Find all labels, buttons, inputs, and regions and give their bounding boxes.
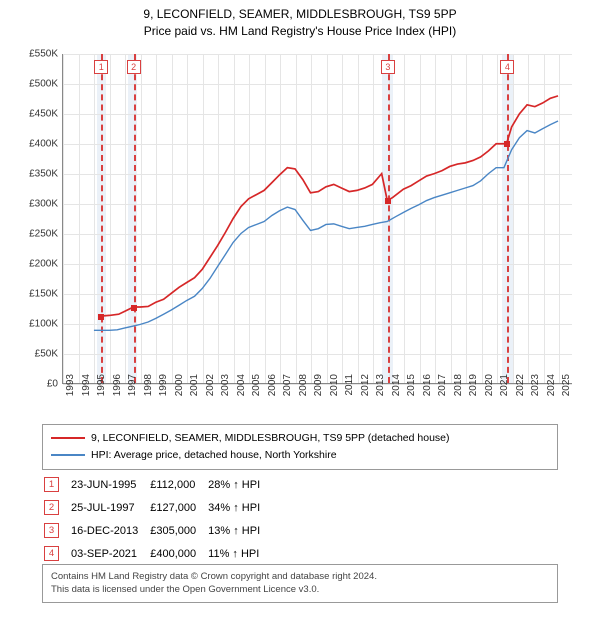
y-tick-label: £350K	[14, 169, 58, 180]
transaction-index: 1	[44, 477, 59, 492]
title-block: 9, LECONFIELD, SEAMER, MIDDLESBROUGH, TS…	[0, 0, 600, 40]
transaction-index: 3	[44, 523, 59, 538]
y-tick-label: £450K	[14, 109, 58, 120]
sale-marker-box: 4	[500, 60, 514, 74]
legend-item: HPI: Average price, detached house, Nort…	[51, 447, 549, 464]
y-tick-label: £0	[14, 379, 58, 390]
plot-area: 1 2 3 4	[62, 54, 572, 384]
y-tick-label: £200K	[14, 259, 58, 270]
transaction-delta: 13% ↑ HPI	[208, 520, 270, 541]
sale-marker-box: 2	[127, 60, 141, 74]
chart-container: 9, LECONFIELD, SEAMER, MIDDLESBROUGH, TS…	[0, 0, 600, 620]
transaction-index: 4	[44, 546, 59, 561]
transaction-price: £305,000	[150, 520, 206, 541]
transaction-price: £127,000	[150, 497, 206, 518]
sale-point	[504, 141, 510, 147]
y-tick-label: £100K	[14, 319, 58, 330]
transaction-date: 23-JUN-1995	[71, 474, 148, 495]
title-address: 9, LECONFIELD, SEAMER, MIDDLESBROUGH, TS…	[0, 6, 600, 23]
sale-point	[385, 198, 391, 204]
transaction-delta: 11% ↑ HPI	[208, 543, 270, 564]
sale-marker-box: 3	[381, 60, 395, 74]
legend-item: 9, LECONFIELD, SEAMER, MIDDLESBROUGH, TS…	[51, 430, 549, 447]
y-tick-label: £400K	[14, 139, 58, 150]
footer-line: Contains HM Land Registry data © Crown c…	[51, 570, 549, 583]
y-tick-label: £500K	[14, 79, 58, 90]
legend-swatch	[51, 437, 85, 439]
footer-line: This data is licensed under the Open Gov…	[51, 583, 549, 596]
transaction-row: 2 25-JUL-1997£127,00034% ↑ HPI	[44, 497, 270, 518]
y-tick-label: £250K	[14, 229, 58, 240]
transaction-delta: 34% ↑ HPI	[208, 497, 270, 518]
series-price_paid	[101, 96, 558, 316]
transaction-delta: 28% ↑ HPI	[208, 474, 270, 495]
line-chart-svg	[63, 54, 572, 383]
y-tick-label: £50K	[14, 349, 58, 360]
sale-point	[131, 305, 137, 311]
transaction-row: 3 16-DEC-2013£305,00013% ↑ HPI	[44, 520, 270, 541]
transaction-price: £400,000	[150, 543, 206, 564]
y-tick-label: £300K	[14, 199, 58, 210]
transaction-row: 1 23-JUN-1995£112,00028% ↑ HPI	[44, 474, 270, 495]
transactions-table: 1 23-JUN-1995£112,00028% ↑ HPI 2 25-JUL-199…	[42, 472, 272, 566]
transaction-row: 4 03-SEP-2021£400,00011% ↑ HPI	[44, 543, 270, 564]
legend-swatch	[51, 454, 85, 456]
sale-marker-box: 1	[94, 60, 108, 74]
sale-point	[98, 314, 104, 320]
legend: 9, LECONFIELD, SEAMER, MIDDLESBROUGH, TS…	[42, 424, 558, 470]
transaction-date: 25-JUL-1997	[71, 497, 148, 518]
title-subtitle: Price paid vs. HM Land Registry's House …	[0, 23, 600, 40]
transaction-date: 03-SEP-2021	[71, 543, 148, 564]
y-tick-label: £550K	[14, 49, 58, 60]
y-tick-label: £150K	[14, 289, 58, 300]
transaction-date: 16-DEC-2013	[71, 520, 148, 541]
legend-label: 9, LECONFIELD, SEAMER, MIDDLESBROUGH, TS…	[91, 432, 450, 444]
footer: Contains HM Land Registry data © Crown c…	[42, 564, 558, 603]
legend-label: HPI: Average price, detached house, Nort…	[91, 449, 337, 461]
chart-area: £0 £50K £100K £150K £200K £250K £300K £350K £400…	[14, 46, 586, 416]
transaction-index: 2	[44, 500, 59, 515]
transaction-price: £112,000	[150, 474, 206, 495]
